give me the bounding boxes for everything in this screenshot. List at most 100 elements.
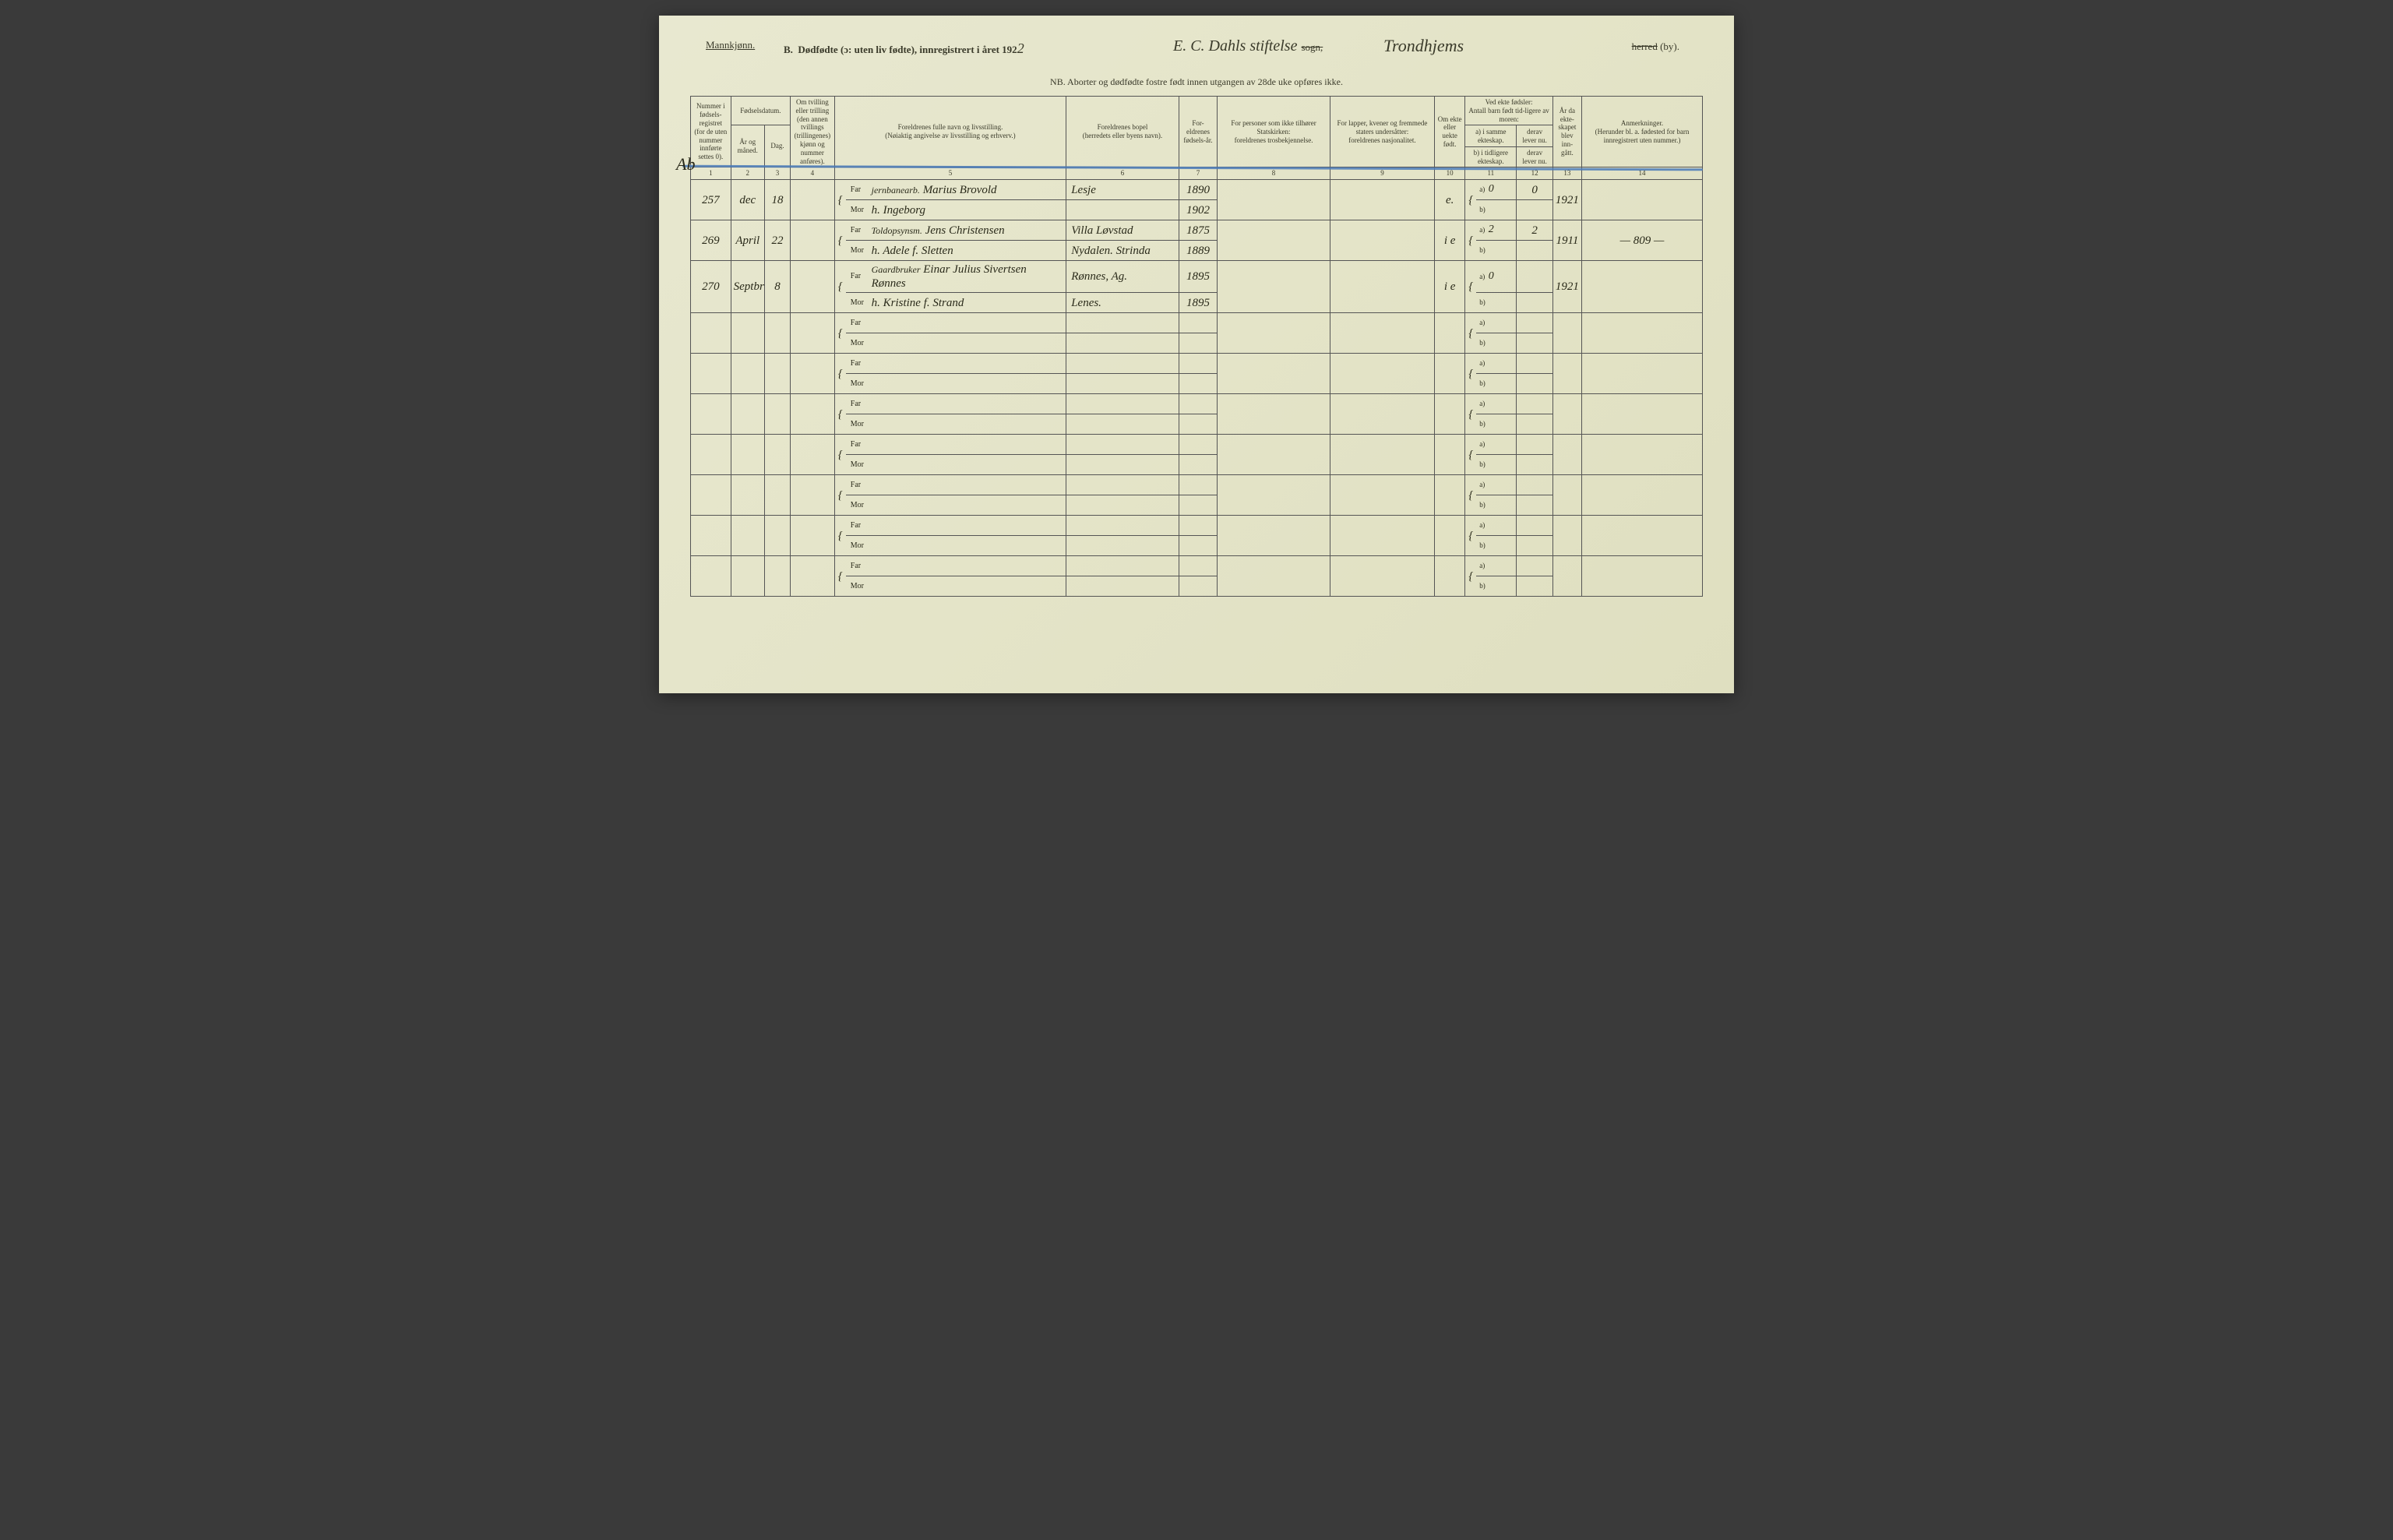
mor-label: Mor (846, 200, 867, 220)
brace-icon: { (834, 180, 845, 220)
mor-name: h. Ingeborg (867, 200, 1066, 220)
table-row-far: 270 Septbr 8 { Far Gaardbruker Einar Jul… (691, 261, 1703, 293)
mor-label: Mor (846, 455, 867, 475)
mor-label: Mor (846, 414, 867, 435)
b-label: b) (1476, 293, 1517, 313)
mor-place (1066, 200, 1179, 220)
entry-number: 257 (691, 180, 731, 220)
brace-icon: { (1465, 313, 1476, 354)
brace-icon: { (834, 556, 845, 597)
b-label: b) (1476, 495, 1517, 516)
far-year: 1890 (1179, 180, 1218, 200)
entry-number: 270 (691, 261, 731, 313)
brace-icon: { (834, 475, 845, 516)
a-lever (1517, 261, 1552, 293)
far-label: Far (846, 475, 867, 495)
brace-icon: { (834, 435, 845, 475)
a-lever: 2 (1517, 220, 1552, 241)
b-lever (1517, 200, 1552, 220)
col2a-header: År og måned. (731, 125, 764, 167)
year-handwritten: 2 (1017, 41, 1024, 57)
a-label: a) (1476, 313, 1517, 333)
table-row-far: { Far { a) (691, 313, 1703, 333)
col11-header-top: Ved ekte fødsler: Antall barn født tid-l… (1465, 97, 1553, 125)
twin-cell (791, 180, 835, 220)
a-lever: 0 (1517, 180, 1552, 200)
mor-label: Mor (846, 576, 867, 597)
mor-label: Mor (846, 333, 867, 354)
a-label: a) (1476, 516, 1517, 536)
far-place: Villa Løvstad (1066, 220, 1179, 241)
a-label: a) (1476, 435, 1517, 455)
ekte-cell: e. (1435, 180, 1465, 220)
col14-header: Anmerkninger. (Herunder bl. a. fødested … (1582, 97, 1703, 167)
mor-label: Mor (846, 495, 867, 516)
a-label: a) (1476, 354, 1517, 374)
far-label: Far (846, 354, 867, 374)
section-letter: B. (784, 44, 793, 56)
ekte-cell: i e (1435, 220, 1465, 261)
col10-header: Om ekte eller uekte født. (1435, 97, 1465, 167)
b-label: b) (1476, 455, 1517, 475)
table-row-far: { Far { a) (691, 516, 1703, 536)
nationality-cell (1330, 180, 1434, 220)
table-row-far: { Far { a) (691, 556, 1703, 576)
entry-day: 18 (764, 180, 790, 220)
b-label: b) (1476, 333, 1517, 354)
col9-header: For lapper, kvener og fremmede staters u… (1330, 97, 1434, 167)
table-row-far: { Far { a) (691, 354, 1703, 374)
parish-label-strike: sogn, (1301, 41, 1323, 53)
mor-name: h. Kristine f. Strand (867, 293, 1066, 313)
mor-label: Mor (846, 241, 867, 261)
b-label: b) (1476, 241, 1517, 261)
note-cell (1582, 261, 1703, 313)
far-name: Toldopsynsm. Jens Christensen (867, 220, 1066, 241)
entry-number: 269 (691, 220, 731, 261)
far-year: 1875 (1179, 220, 1218, 241)
marriage-year: 1921 (1552, 261, 1581, 313)
nb-line: NB. Aborter og dødfødte fostre født inne… (690, 76, 1703, 88)
marriage-year: 1921 (1552, 180, 1581, 220)
brace-icon: { (1465, 475, 1476, 516)
entry-month: Septbr (731, 261, 764, 313)
b-lever (1517, 293, 1552, 313)
religion-cell (1218, 220, 1330, 261)
entry-month: April (731, 220, 764, 261)
title-main: Dødfødte (ɔ: uten liv fødte), innregistr… (798, 44, 1017, 56)
religion-cell (1218, 261, 1330, 313)
a-label: a) (1476, 556, 1517, 576)
herred-label: herred (by). (1632, 41, 1679, 53)
parish-handwritten: E. C. Dahls stiftelse sogn, (1173, 37, 1323, 55)
far-label: Far (846, 394, 867, 414)
religion-cell (1218, 180, 1330, 220)
register-table: Nummer i fødsels-registret (for de uten … (690, 96, 1703, 597)
ekte-cell: i e (1435, 261, 1465, 313)
far-place: Rønnes, Ag. (1066, 261, 1179, 293)
a-label: a) 2 (1476, 220, 1517, 241)
entry-month: dec (731, 180, 764, 220)
far-name: jernbanearb. Marius Brovold (867, 180, 1066, 200)
a-label: a) 0 (1476, 180, 1517, 200)
brace-icon: { (1465, 354, 1476, 394)
note-cell (1582, 180, 1703, 220)
brace-icon: { (834, 394, 845, 435)
b-label: b) (1476, 536, 1517, 556)
nationality-cell (1330, 261, 1434, 313)
marriage-year: 1911 (1552, 220, 1581, 261)
brace-icon: { (834, 220, 845, 261)
table-body: 257 dec 18 { Far jernbanearb. Marius Bro… (691, 180, 1703, 597)
far-name: Gaardbruker Einar Julius Sivertsen Rønne… (867, 261, 1066, 293)
table-row-far: 269 April 22 { Far Toldopsynsm. Jens Chr… (691, 220, 1703, 241)
brace-icon: { (834, 313, 845, 354)
a-label: a) 0 (1476, 261, 1517, 293)
col1-header: Nummer i fødsels-registret (for de uten … (691, 97, 731, 167)
far-label: Far (846, 556, 867, 576)
far-label: Far (846, 261, 867, 293)
herred-strike: herred (1632, 41, 1658, 52)
far-year: 1895 (1179, 261, 1218, 293)
col7-header: For-eldrenes fødsels-år. (1179, 97, 1218, 167)
page-header: Mannkjønn. B. Dødfødte (ɔ: uten liv født… (690, 39, 1703, 70)
brace-icon: { (1465, 220, 1476, 261)
col11b-header: b) i tidligere ekteskap. (1465, 146, 1517, 167)
parish-name: E. C. Dahls stiftelse (1173, 37, 1297, 55)
